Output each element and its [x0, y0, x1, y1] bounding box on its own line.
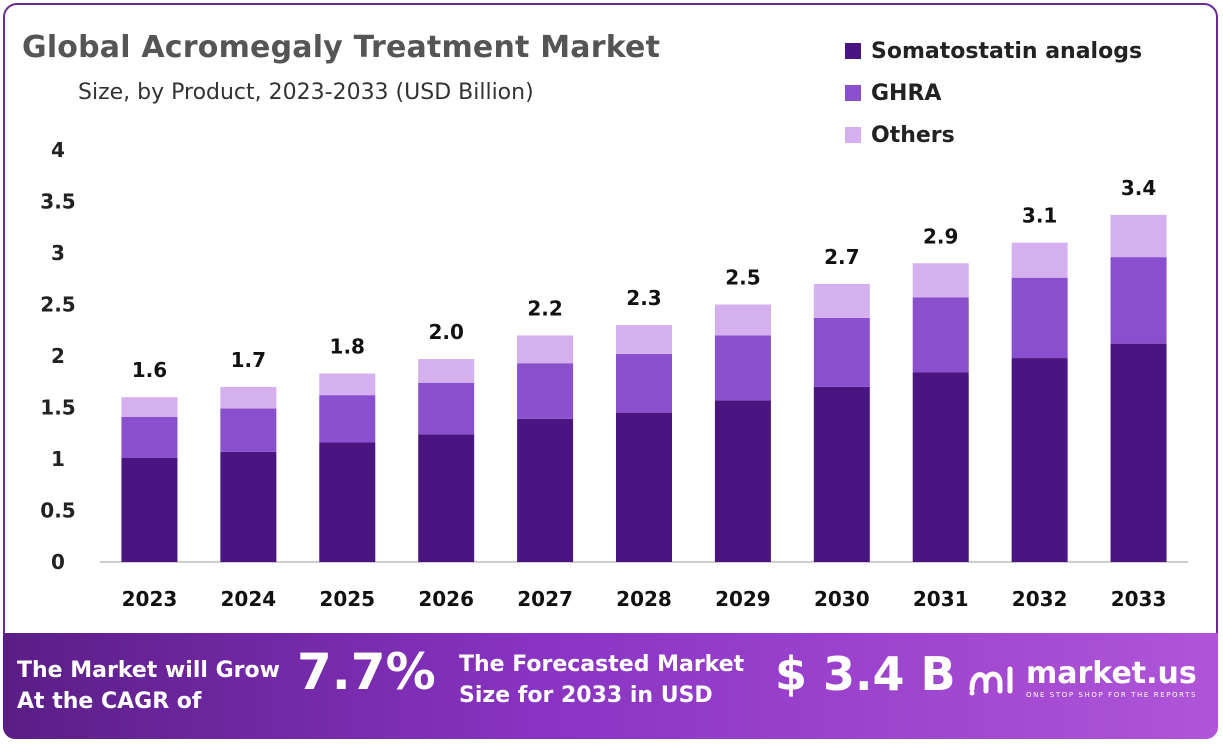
- bar-total-label: 2.5: [725, 266, 760, 290]
- bar-others: [319, 373, 376, 396]
- bar-somatostatin: [121, 457, 178, 562]
- x-tick-label: 2027: [517, 587, 573, 611]
- legend: Somatostatin analogs GHRA Others: [845, 30, 1142, 156]
- x-tick-label: 2033: [1111, 587, 1167, 611]
- legend-item-ghra: GHRA: [845, 72, 1142, 114]
- bar-others: [813, 283, 870, 318]
- cagr-value: 7.7%: [297, 643, 436, 701]
- legend-swatch-somatostatin: [845, 43, 861, 59]
- x-tick-label: 2028: [616, 587, 672, 611]
- x-tick-label: 2031: [913, 587, 969, 611]
- y-tick-label: 3.5: [40, 190, 75, 214]
- bar-ghra: [319, 395, 376, 443]
- bar-ghra: [912, 297, 969, 373]
- bar-total-label: 2.9: [923, 224, 958, 248]
- y-tick-label: 2: [51, 344, 65, 368]
- y-tick-label: 0: [51, 550, 65, 574]
- x-tick-label: 2024: [221, 587, 277, 611]
- bar-others: [121, 397, 178, 417]
- legend-item-others: Others: [845, 114, 1142, 156]
- bar-total-label: 2.2: [527, 296, 562, 320]
- forecast-size-value: $ 3.4 B: [775, 647, 956, 701]
- y-tick-label: 0.5: [40, 499, 75, 523]
- brand-text: market.us ONE STOP SHOP FOR THE REPORTS: [1026, 656, 1198, 700]
- x-tick-label: 2032: [1012, 587, 1068, 611]
- x-tick-label: 2029: [715, 587, 771, 611]
- bar-ghra: [714, 335, 771, 401]
- bar-total-label: 3.4: [1121, 176, 1156, 200]
- bar-somatostatin: [813, 386, 870, 562]
- y-tick-label: 1.5: [40, 396, 75, 420]
- footer-banner: The Market will Grow At the CAGR of 7.7%…: [3, 633, 1218, 739]
- bar-somatostatin: [319, 442, 376, 562]
- bar-total-label: 1.7: [231, 348, 266, 372]
- brand-name: market.us: [1026, 656, 1197, 691]
- bar-chart: 0 0.5 1 1.5 2 2.5 3 3.5 4 1.6 2023 1.7 2024 1.8 2025 2.…: [40, 138, 1188, 611]
- bar-others: [714, 304, 771, 336]
- bar-ghra: [418, 382, 475, 435]
- x-tick-label: 2026: [418, 587, 474, 611]
- bar-others: [1110, 214, 1167, 258]
- bar-somatostatin: [1011, 358, 1068, 562]
- market-us-logo-icon: [969, 666, 1013, 696]
- x-tick-label: 2030: [814, 587, 870, 611]
- bar-ghra: [1011, 277, 1068, 359]
- bar-ghra: [616, 353, 672, 413]
- legend-swatch-others: [845, 127, 861, 143]
- bar-total-label: 3.1: [1022, 204, 1057, 228]
- bar-others: [220, 386, 277, 409]
- y-tick-label: 3: [51, 241, 65, 265]
- bar-somatostatin: [714, 400, 771, 562]
- bar-ghra: [517, 363, 574, 419]
- bar-total-label: 1.6: [132, 358, 167, 382]
- legend-item-somatostatin: Somatostatin analogs: [845, 30, 1142, 72]
- bar-others: [1011, 242, 1068, 278]
- bar-others: [517, 335, 574, 364]
- y-tick-label: 1: [51, 447, 65, 471]
- chart-title: Global Acromegaly Treatment Market: [22, 30, 661, 65]
- bar-total-label: 2.0: [428, 320, 463, 344]
- bar-somatostatin: [220, 451, 277, 562]
- x-tick-label: 2025: [319, 587, 375, 611]
- bar-total-label: 2.7: [824, 245, 859, 269]
- bar-ghra: [1110, 257, 1167, 344]
- legend-label-somatostatin: Somatostatin analogs: [871, 38, 1143, 64]
- brand-logo: market.us ONE STOP SHOP FOR THE REPORTS: [968, 659, 1197, 699]
- cagr-label: The Market will Grow At the CAGR of: [17, 658, 280, 714]
- bar-somatostatin: [616, 412, 672, 562]
- bar-others: [616, 325, 672, 354]
- bar-ghra: [121, 416, 178, 458]
- y-tick-label: 2.5: [40, 293, 75, 317]
- bar-total-label: 1.8: [330, 335, 365, 359]
- brand-tagline: ONE STOP SHOP FOR THE REPORTS: [1026, 691, 1198, 699]
- bar-total-label: 2.3: [626, 286, 661, 310]
- legend-label-others: Others: [871, 122, 955, 148]
- bar-ghra: [220, 408, 277, 452]
- legend-label-ghra: GHRA: [871, 80, 942, 106]
- bar-somatostatin: [1110, 343, 1167, 562]
- x-tick-label: 2023: [122, 587, 178, 611]
- forecast-size-label: The Forecasted Market Size for 2033 in U…: [459, 652, 745, 708]
- bar-others: [912, 263, 969, 298]
- chart-subtitle: Size, by Product, 2023-2033 (USD Billion…: [78, 80, 534, 105]
- bar-others: [418, 359, 475, 383]
- bar-somatostatin: [912, 372, 969, 562]
- bar-ghra: [813, 317, 870, 387]
- y-tick-label: 4: [51, 138, 65, 162]
- bar-somatostatin: [517, 418, 574, 562]
- legend-swatch-ghra: [845, 85, 861, 101]
- bar-somatostatin: [418, 434, 475, 562]
